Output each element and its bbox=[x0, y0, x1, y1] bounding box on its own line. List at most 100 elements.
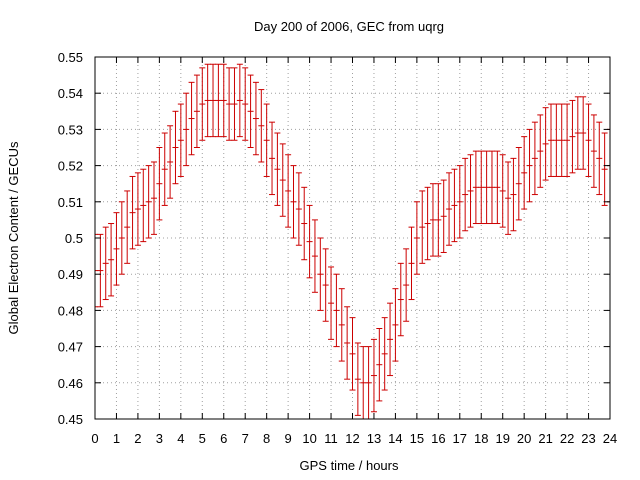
x-tick-label: 1 bbox=[113, 431, 120, 446]
x-tick-label: 7 bbox=[242, 431, 249, 446]
x-tick-label: 24 bbox=[603, 431, 617, 446]
data-point bbox=[108, 223, 115, 297]
data-point bbox=[564, 103, 571, 177]
x-tick-label: 22 bbox=[560, 431, 574, 446]
data-point bbox=[440, 179, 447, 253]
x-tick-label: 17 bbox=[453, 431, 467, 446]
data-point bbox=[483, 150, 490, 225]
data-point bbox=[365, 346, 372, 420]
x-tick-label: 0 bbox=[91, 431, 98, 446]
y-tick-label: 0.5 bbox=[65, 231, 83, 246]
data-point bbox=[193, 74, 200, 148]
data-point bbox=[118, 201, 125, 275]
data-point bbox=[424, 186, 431, 261]
data-point bbox=[167, 125, 174, 199]
data-point bbox=[542, 107, 549, 181]
x-tick-label: 8 bbox=[263, 431, 270, 446]
y-tick-label: 0.45 bbox=[58, 412, 83, 427]
data-point bbox=[242, 67, 249, 141]
data-point bbox=[349, 317, 356, 391]
data-point bbox=[177, 103, 184, 177]
y-tick-label: 0.55 bbox=[58, 50, 83, 65]
x-tick-label: 13 bbox=[367, 431, 381, 446]
data-point bbox=[408, 226, 415, 301]
data-point bbox=[231, 67, 238, 141]
x-tick-label: 14 bbox=[388, 431, 402, 446]
data-point bbox=[252, 81, 259, 156]
data-point bbox=[295, 172, 302, 246]
data-point bbox=[413, 201, 420, 275]
data-point bbox=[344, 306, 351, 380]
data-point bbox=[279, 143, 286, 217]
data-point bbox=[381, 317, 388, 391]
x-tick-label: 11 bbox=[324, 431, 338, 446]
data-point bbox=[419, 190, 426, 264]
y-tick-label: 0.48 bbox=[58, 303, 83, 318]
data-point bbox=[113, 212, 120, 286]
y-tick-label: 0.46 bbox=[58, 376, 83, 391]
data-point bbox=[526, 128, 533, 203]
data-point bbox=[220, 63, 227, 138]
data-point bbox=[515, 147, 522, 221]
data-point bbox=[183, 92, 190, 167]
data-point bbox=[134, 172, 141, 246]
data-point bbox=[553, 103, 560, 177]
data-point bbox=[537, 114, 544, 188]
data-point bbox=[596, 121, 603, 196]
data-point bbox=[580, 96, 587, 170]
y-tick-label: 0.53 bbox=[58, 122, 83, 137]
data-point bbox=[140, 168, 147, 243]
x-tick-label: 6 bbox=[220, 431, 227, 446]
data-point bbox=[226, 67, 233, 141]
data-point bbox=[204, 63, 211, 138]
data-point bbox=[505, 161, 512, 235]
data-point bbox=[429, 183, 436, 257]
data-point bbox=[328, 266, 335, 340]
y-tick-label: 0.47 bbox=[58, 340, 83, 355]
data-point bbox=[199, 67, 206, 141]
data-point bbox=[360, 346, 367, 420]
data-point bbox=[467, 154, 474, 228]
data-point bbox=[574, 96, 581, 170]
data-point bbox=[151, 161, 158, 235]
x-axis-label: GPS time / hours bbox=[300, 458, 399, 473]
data-point bbox=[354, 342, 361, 416]
data-point bbox=[392, 288, 399, 362]
data-point bbox=[311, 219, 318, 293]
error-bars bbox=[94, 63, 611, 420]
data-point bbox=[397, 262, 404, 337]
data-point bbox=[472, 150, 479, 225]
y-axis-label: Global Electron Content / GECUs bbox=[6, 141, 21, 334]
data-point bbox=[269, 121, 276, 196]
data-point bbox=[290, 165, 297, 239]
data-point bbox=[338, 288, 345, 362]
y-tick-label: 0.49 bbox=[58, 267, 83, 282]
data-point bbox=[306, 204, 313, 279]
data-point bbox=[451, 168, 458, 243]
data-point bbox=[301, 186, 308, 261]
x-tick-label: 2 bbox=[134, 431, 141, 446]
x-tick-label: 21 bbox=[538, 431, 552, 446]
data-point bbox=[129, 175, 136, 250]
data-point bbox=[558, 103, 565, 177]
data-point bbox=[601, 132, 608, 206]
x-tick-label: 18 bbox=[474, 431, 488, 446]
data-point bbox=[210, 63, 217, 138]
y-tick-label: 0.54 bbox=[58, 86, 83, 101]
data-point bbox=[478, 150, 485, 225]
data-point bbox=[370, 338, 377, 413]
x-tick-label: 19 bbox=[495, 431, 509, 446]
data-point bbox=[285, 154, 292, 228]
data-point bbox=[403, 248, 410, 322]
axis-ticks bbox=[94, 56, 611, 420]
data-point bbox=[547, 103, 554, 177]
data-point bbox=[387, 302, 394, 377]
data-point bbox=[456, 165, 463, 239]
data-point bbox=[236, 63, 243, 138]
data-point bbox=[376, 328, 383, 402]
data-point bbox=[585, 103, 592, 177]
x-tick-label: 4 bbox=[177, 431, 184, 446]
data-point bbox=[446, 172, 453, 246]
data-point bbox=[521, 136, 528, 210]
